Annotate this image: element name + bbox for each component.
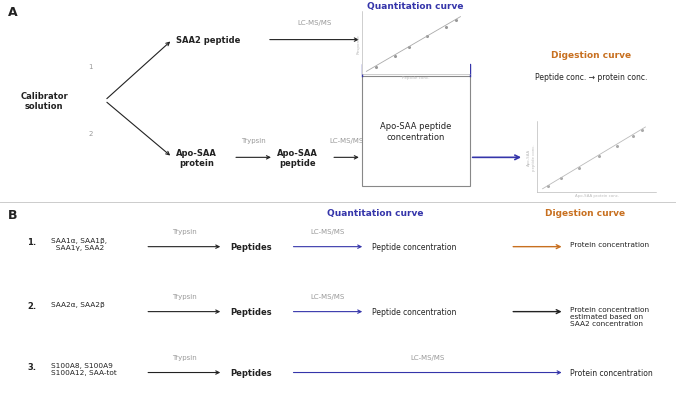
Text: Digestion curve: Digestion curve [552,51,631,60]
Text: Trypsin: Trypsin [172,294,197,300]
Text: 3.: 3. [27,362,36,371]
Text: Protein concentration: Protein concentration [570,241,649,247]
Text: Trypsin: Trypsin [172,354,197,360]
Text: Protein concentration
estimated based on
SAA2 concentration: Protein concentration estimated based on… [570,306,649,326]
Text: Trypsin: Trypsin [172,229,197,235]
Text: Trypsin: Trypsin [241,138,266,144]
Text: Protein concentration: Protein concentration [570,368,652,377]
Text: 2.: 2. [27,302,36,311]
Y-axis label: Apo-SAA
peptide conc.: Apo-SAA peptide conc. [527,144,536,170]
Text: LC-MS/MS: LC-MS/MS [297,20,331,26]
Text: LC-MS/MS: LC-MS/MS [329,138,364,144]
Text: Response → peptide conc.: Response → peptide conc. [366,24,466,33]
Text: A: A [8,6,18,19]
Text: Calibrator
solution: Calibrator solution [20,92,68,111]
Text: SAA1α, SAA1β,
  SAA1γ, SAA2: SAA1α, SAA1β, SAA1γ, SAA2 [51,237,107,250]
Text: SAA2 peptide: SAA2 peptide [176,36,240,45]
X-axis label: Peptide conc.: Peptide conc. [402,76,429,80]
Text: S100A8, S100A9
S100A12, SAA-tot: S100A8, S100A9 S100A12, SAA-tot [51,362,116,375]
Y-axis label: Response: Response [356,34,360,53]
Text: Peptide conc. → protein conc.: Peptide conc. → protein conc. [535,73,648,82]
Text: Quantitation curve: Quantitation curve [327,209,423,217]
Text: 1.: 1. [27,237,36,246]
Text: Peptides: Peptides [230,243,272,252]
Text: Quantitation curve: Quantitation curve [368,2,464,11]
Text: 1: 1 [88,64,93,70]
Text: 2: 2 [89,131,93,136]
Text: Apo-SAA peptide
concentration: Apo-SAA peptide concentration [380,122,452,141]
X-axis label: Apo-SAA protein conc.: Apo-SAA protein conc. [575,194,619,198]
Text: B: B [8,209,18,222]
Text: Peptides: Peptides [230,368,272,377]
Text: Digestion curve: Digestion curve [545,209,625,217]
Text: LC-MS/MS: LC-MS/MS [311,294,345,300]
Bar [362,77,470,186]
Text: Peptide concentration: Peptide concentration [372,307,456,316]
Text: Peptide concentration: Peptide concentration [372,243,456,252]
Text: LC-MS/MS: LC-MS/MS [311,229,345,235]
Text: Apo-SAA
peptide: Apo-SAA peptide [277,148,318,168]
Text: LC-MS/MS: LC-MS/MS [410,354,445,360]
Text: Peptides: Peptides [230,307,272,316]
Text: Apo-SAA
protein: Apo-SAA protein [176,148,216,168]
Text: SAA2α, SAA2β: SAA2α, SAA2β [51,302,105,308]
